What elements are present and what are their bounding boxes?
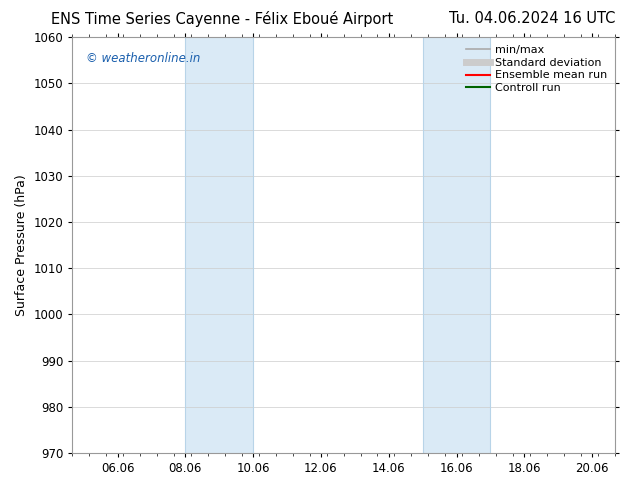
Legend: min/max, Standard deviation, Ensemble mean run, Controll run: min/max, Standard deviation, Ensemble me… [462,41,612,98]
Text: Tu. 04.06.2024 16 UTC: Tu. 04.06.2024 16 UTC [449,11,615,26]
Y-axis label: Surface Pressure (hPa): Surface Pressure (hPa) [15,174,28,316]
Bar [185,37,253,453]
Text: ENS Time Series Cayenne - Félix Eboué Airport: ENS Time Series Cayenne - Félix Eboué Ai… [51,11,393,27]
Text: © weatheronline.in: © weatheronline.in [86,52,200,65]
Bar [423,37,491,453]
